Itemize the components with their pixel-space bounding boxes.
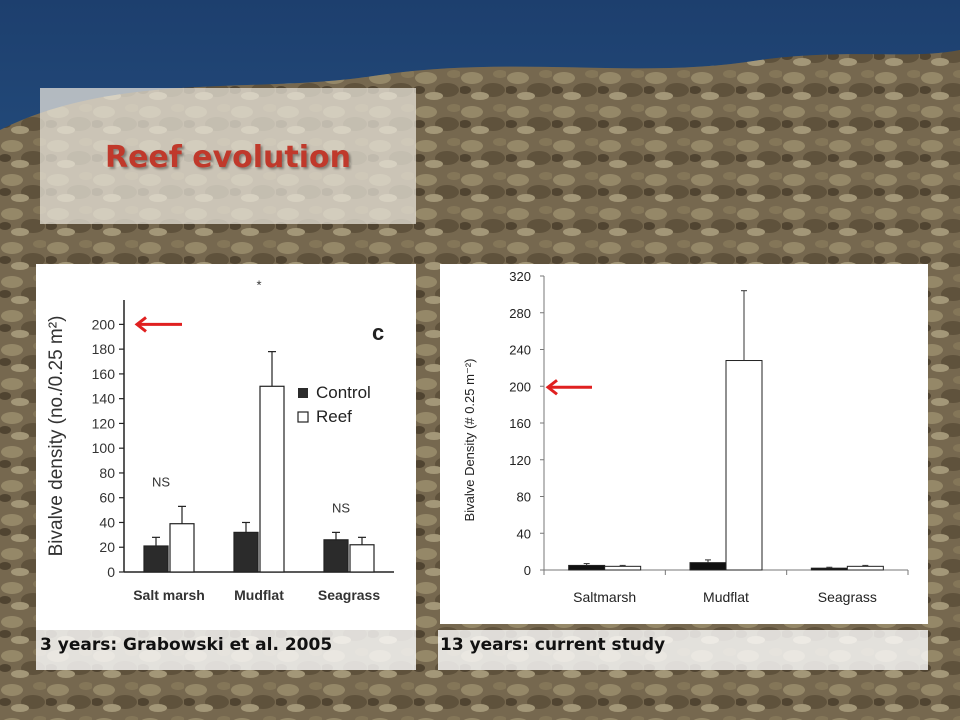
right-bar-series-1 bbox=[689, 562, 727, 571]
right-caption: 13 years: current study bbox=[438, 630, 928, 670]
right-y-tick-label: 120 bbox=[509, 453, 531, 468]
left-caption: 3 years: Grabowski et al. 2005 bbox=[36, 630, 416, 670]
legend-control-swatch bbox=[298, 388, 308, 398]
left-annotation: * bbox=[256, 278, 261, 293]
right-y-tick-label: 240 bbox=[509, 343, 531, 358]
left-bar-control bbox=[323, 539, 349, 573]
left-y-tick-label: 160 bbox=[92, 366, 116, 382]
left-x-tick-label: Seagrass bbox=[318, 587, 380, 603]
left-chart-panel: Bivalve density (no./0.25 m²) 0 20 40 60 80 1… bbox=[36, 264, 416, 630]
left-bar-reef bbox=[349, 544, 375, 573]
right-bar-series-1 bbox=[810, 567, 848, 571]
right-y-tick-label: 160 bbox=[509, 416, 531, 431]
left-bar-chart: Bivalve density (no./0.25 m²) 0 20 40 60 80 1… bbox=[46, 278, 394, 603]
right-bar-series-1 bbox=[568, 564, 606, 571]
legend-control-label: Control bbox=[316, 383, 371, 402]
left-bar-control bbox=[233, 531, 259, 573]
left-y-axis: Bivalve density (no./0.25 m²) 0 20 40 60 80 1… bbox=[46, 300, 394, 580]
left-annotation: NS bbox=[152, 474, 170, 489]
left-y-tick-label: 40 bbox=[99, 514, 115, 530]
left-y-tick-label: 20 bbox=[99, 539, 115, 555]
left-y-tick-label: 0 bbox=[107, 564, 115, 580]
left-legend: Control Reef bbox=[297, 383, 371, 426]
left-x-tick-label: Salt marsh bbox=[133, 587, 205, 603]
left-bar-reef bbox=[259, 385, 285, 573]
left-bar-control bbox=[143, 545, 169, 573]
right-bar-series-2 bbox=[846, 565, 884, 571]
legend-reef-swatch bbox=[297, 411, 309, 423]
right-chart-panel: Bivalve Density (# 0.25 m⁻²) 0 40 80 120 160… bbox=[440, 264, 928, 624]
right-y-tick-label: 280 bbox=[509, 306, 531, 321]
arrow-head bbox=[545, 379, 558, 396]
left-y-axis-label: Bivalve density (no./0.25 m²) bbox=[46, 316, 67, 557]
left-y-tick-label: 120 bbox=[92, 415, 116, 431]
right-y-tick-label: 0 bbox=[524, 563, 531, 578]
title-box: Reef evolution bbox=[40, 88, 416, 224]
right-x-tick-label: Mudflat bbox=[703, 589, 749, 605]
right-y-axis-label: Bivalve Density (# 0.25 m⁻²) bbox=[462, 359, 477, 522]
left-annotation: NS bbox=[332, 500, 350, 515]
left-y-tick-label: 200 bbox=[92, 316, 116, 332]
slide-title: Reef evolution bbox=[104, 140, 352, 175]
right-y-tick-label: 200 bbox=[509, 379, 531, 394]
right-x-tick-label: Seagrass bbox=[818, 589, 877, 605]
arrow-head bbox=[134, 316, 147, 333]
right-red-arrow bbox=[545, 379, 592, 396]
right-y-tick-label: 40 bbox=[517, 526, 531, 541]
left-bar-reef bbox=[169, 523, 195, 573]
left-red-arrow bbox=[134, 316, 182, 333]
right-bar-chart: Bivalve Density (# 0.25 m⁻²) 0 40 80 120 160… bbox=[462, 269, 909, 605]
right-bar-series-2 bbox=[725, 360, 763, 571]
right-y-tick-label: 80 bbox=[517, 490, 531, 505]
left-y-tick-label: 140 bbox=[92, 391, 116, 407]
legend-reef-label: Reef bbox=[316, 407, 352, 426]
right-x-tick-label: Saltmarsh bbox=[573, 589, 636, 605]
left-y-tick-label: 180 bbox=[92, 341, 116, 357]
right-y-tick-label: 320 bbox=[509, 269, 531, 284]
left-y-tick-label: 60 bbox=[99, 490, 115, 506]
left-y-tick-label: 100 bbox=[92, 440, 116, 456]
left-y-tick-label: 80 bbox=[99, 465, 115, 481]
left-x-tick-label: Mudflat bbox=[234, 587, 284, 603]
right-bar-series-2 bbox=[604, 565, 642, 571]
left-panel-letter: c bbox=[372, 320, 384, 345]
